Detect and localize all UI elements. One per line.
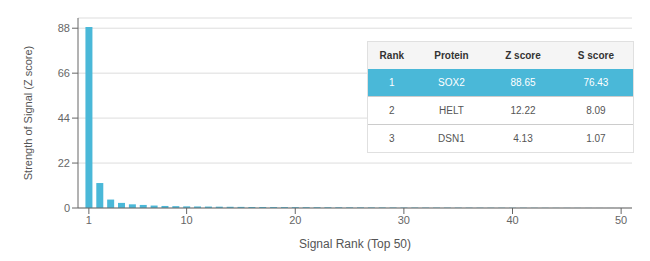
svg-text:10: 10 (181, 214, 193, 226)
html-text:SOX2: SOX2 (438, 77, 465, 88)
svg-text:20: 20 (289, 214, 301, 226)
html-text:3: 3 (389, 133, 395, 144)
html-text:HELT: HELT (439, 105, 464, 116)
html-text:2: 2 (389, 105, 395, 116)
svg-text:50: 50 (615, 214, 627, 226)
svg-text:66: 66 (58, 67, 70, 79)
svg-text:Signal Rank (Top 50): Signal Rank (Top 50) (299, 237, 411, 251)
svg-text:22: 22 (58, 157, 70, 169)
html-text:1.07: 1.07 (586, 133, 606, 144)
html-text:4.13: 4.13 (513, 133, 533, 144)
svg-text:30: 30 (398, 214, 410, 226)
svg-text:40: 40 (506, 214, 518, 226)
html-text:1: 1 (389, 77, 395, 88)
html-text:Protein: Protein (434, 50, 469, 61)
svg-text:88: 88 (58, 22, 70, 34)
html-text:Z score: Z score (505, 50, 541, 61)
html-text:76.43: 76.43 (583, 77, 609, 88)
html-text:8.09: 8.09 (586, 105, 606, 116)
svg-text:44: 44 (58, 112, 70, 124)
svg-text:1: 1 (86, 214, 92, 226)
svg-text:Strength of Signal (Z score): Strength of Signal (Z score) (22, 46, 34, 181)
html-text:Rank: Rank (379, 50, 405, 61)
html-text:12.22: 12.22 (510, 105, 536, 116)
html-text:88.65: 88.65 (510, 77, 536, 88)
html-text:S score: S score (577, 50, 614, 61)
svg-text:0: 0 (64, 202, 70, 214)
html-text:DSN1: DSN1 (438, 133, 465, 144)
